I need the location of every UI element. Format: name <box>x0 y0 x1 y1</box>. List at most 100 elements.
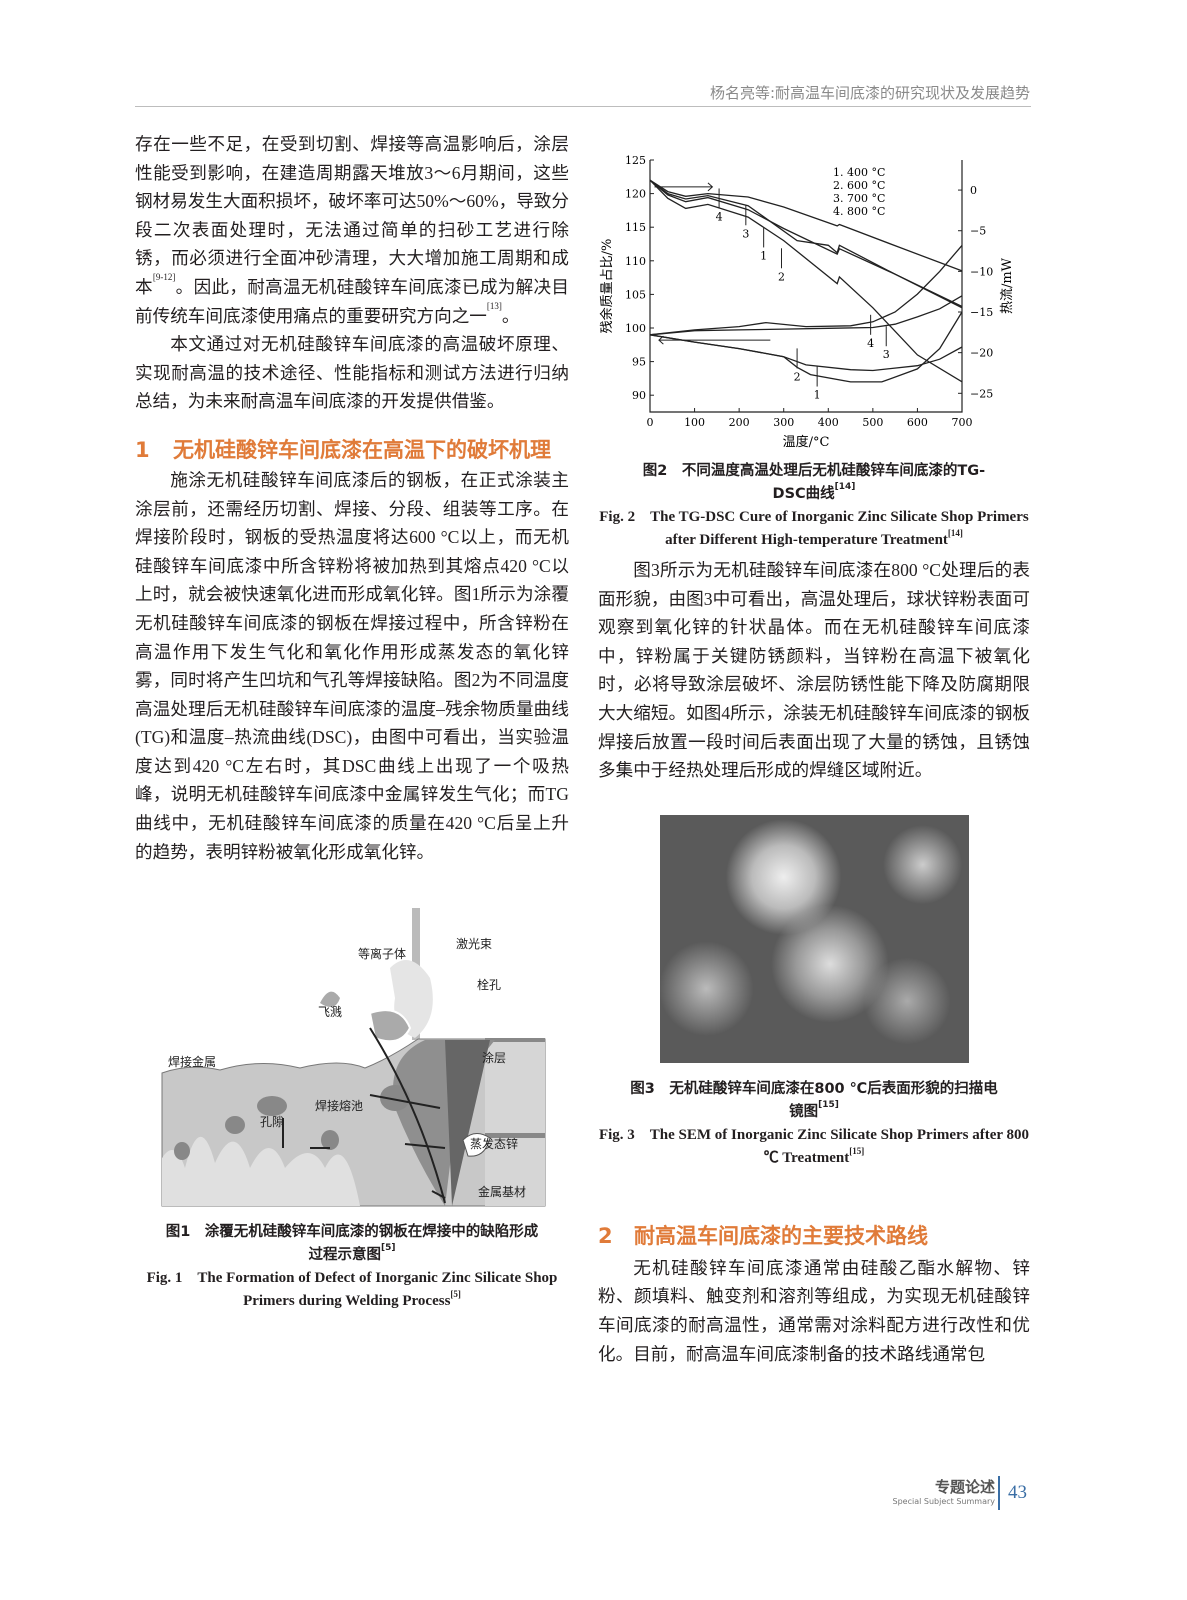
legend-entry: 4. 800 °C <box>833 205 885 218</box>
y2-tick-label: −5 <box>970 225 986 238</box>
annotation-label: 2 <box>794 370 801 383</box>
left-column: 存在一些不足，在受到切割、焊接等高温影响后，涂层性能受到影响，在建造周期露天堆放… <box>135 130 569 1313</box>
dsc-curve-1 <box>649 311 963 383</box>
caption-cn: 图1 涂覆无机硅酸锌车间底漆的钢板在焊接中的缺陷形成过程示意图[5] <box>135 1221 569 1267</box>
citation: [5] <box>381 1243 396 1254</box>
y2-tick-label: −20 <box>970 347 993 360</box>
text: 图3 无机硅酸锌车间底漆在800 ℃后表面形貌的扫描电镜图 <box>630 1080 998 1120</box>
annotation-label: 4 <box>867 337 874 350</box>
dsc-curve-3 <box>649 295 963 336</box>
paragraph: 本文通过对无机硅酸锌车间底漆的高温破坏原理、实现耐高温的技术途径、性能指标和测试… <box>135 334 569 412</box>
y-tick-label: 100 <box>625 322 646 335</box>
text: 图1 涂覆无机硅酸锌车间底漆的钢板在焊接中的缺陷形成过程示意图 <box>165 1224 539 1264</box>
citation: [14] <box>834 482 856 492</box>
x-tick-label: 100 <box>684 416 705 429</box>
footer-section: 专题论述 Special Subject Summary <box>893 1476 995 1506</box>
annotation-label: 2 <box>778 270 785 283</box>
y2-tick-label: −10 <box>970 265 993 278</box>
figure-3-caption: 图3 无机硅酸锌车间底漆在800 ℃后表面形貌的扫描电镜图[15] Fig. 3… <box>598 1078 1030 1170</box>
x-tick-label: 200 <box>729 416 750 429</box>
axes-frame <box>649 160 963 413</box>
tg-curve-2 <box>649 179 963 309</box>
text: Fig. 1 The Formation of Defect of Inorga… <box>146 1270 558 1310</box>
y-tick-label: 95 <box>632 356 646 369</box>
footer-section-cn: 专题论述 <box>934 1478 995 1496</box>
annotation-label: 3 <box>883 348 890 361</box>
citation: [14] <box>947 528 963 538</box>
running-header: 杨名亮等:耐高温车间底漆的研究现状及发展趋势 <box>709 84 1030 102</box>
keyhole <box>445 1040 490 1207</box>
x-axis-label: 温度/°C <box>783 434 830 450</box>
paragraph: 存在一些不足，在受到切割、焊接等高温影响后，涂层性能受到影响，在建造周期露天堆放… <box>135 130 569 330</box>
label-coating: 涂层 <box>482 1050 506 1065</box>
caption-en: Fig. 1 The Formation of Defect of Inorga… <box>135 1267 569 1313</box>
citation: [15] <box>818 1099 839 1110</box>
annotation-label: 1 <box>760 249 767 262</box>
figure-1-caption: 图1 涂覆无机硅酸锌车间底漆的钢板在焊接中的缺陷形成过程示意图[5] Fig. … <box>135 1221 569 1313</box>
y-axis-label: 残余质量占比/% <box>599 239 615 334</box>
tg-curve-3 <box>649 179 963 308</box>
caption-en: Fig. 3 The SEM of Inorganic Zinc Silicat… <box>598 1124 1030 1170</box>
annotation-label: 3 <box>742 227 749 240</box>
x-tick-label: 400 <box>818 416 839 429</box>
label-zinc-vapor: 蒸发态锌 <box>470 1136 518 1151</box>
annotation-label: 1 <box>814 389 821 402</box>
tg-curve-4 <box>649 179 963 383</box>
citation: [15] <box>849 1145 865 1156</box>
figure-2-tg-dsc-chart: 0 100 200 300 400 500 600 700909510010511011512… <box>599 154 1015 450</box>
annotation-label: 4 <box>716 210 723 223</box>
section-title: 无机硅酸锌车间底漆在高温下的破坏机理 <box>173 437 551 462</box>
y2-tick-label: 0 <box>970 184 977 197</box>
label-weld-metal: 焊接金属 <box>168 1054 216 1069</box>
text: 。 <box>501 305 520 326</box>
section-number: 2 <box>598 1223 613 1248</box>
x-tick-label: 600 <box>907 416 928 429</box>
y2-tick-label: −25 <box>970 387 993 400</box>
citation: [9-12] <box>152 271 176 282</box>
text: Fig. 3 The SEM of Inorganic Zinc Silicat… <box>598 1126 1030 1166</box>
page-number: 43 <box>1008 1482 1027 1503</box>
y-tick-label: 105 <box>625 288 646 301</box>
label-pore: 孔隙 <box>260 1115 284 1129</box>
legend-entry: 3. 700 °C <box>833 192 885 205</box>
dsc-curve-2 <box>649 334 963 372</box>
x-tick-label: 700 <box>952 416 973 429</box>
tg-axis-arrow <box>654 182 714 192</box>
paragraph: 施涂无机硅酸锌车间底漆后的钢板，在正式涂装主涂层前，还需经历切割、焊接、分段、组… <box>135 469 569 862</box>
citation: [5] <box>450 1289 461 1300</box>
right-column: 图2 不同温度高温处理后无机硅酸锌车间底漆的TG-DSC曲线[14] Fig. … <box>598 460 1030 1368</box>
label-keyhole: 栓孔 <box>477 977 501 992</box>
dsc-axis-arrow <box>658 335 771 345</box>
caption-en: Fig. 2 The TG-DSC Cure of Inorganic Zinc… <box>598 506 1030 552</box>
dsc-curve-4 <box>649 244 963 336</box>
citation: [13] <box>486 300 502 311</box>
y-tick-label: 115 <box>625 221 646 234</box>
tg-curve-1 <box>649 179 963 272</box>
section-heading-1: 1 无机硅酸锌车间底漆在高温下的破坏机理 <box>135 436 569 464</box>
footer-divider <box>998 1476 1000 1510</box>
y2-axis-label: 热流/mW <box>1000 257 1015 314</box>
figure-1-welding-diagram: 等离子体 激光束 栓孔 飞溅 焊接金属 涂层 焊接熔池 孔隙 蒸发态锌 金属基材 <box>160 908 550 1209</box>
paragraph: 图3所示为无机硅酸锌车间底漆在800 °C处理后的表面形貌，由图3中可看出，高温… <box>598 560 1030 781</box>
y-tick-label: 120 <box>625 188 646 201</box>
text: 图2 不同温度高温处理后无机硅酸锌车间底漆的TG-DSC曲线 <box>642 463 986 502</box>
caption-cn: 图3 无机硅酸锌车间底漆在800 ℃后表面形貌的扫描电镜图[15] <box>598 1078 1030 1124</box>
y-tick-label: 90 <box>632 389 646 402</box>
section-number: 1 <box>135 437 150 462</box>
section-heading-2: 2 耐高温车间底漆的主要技术路线 <box>598 1222 1030 1250</box>
label-laser: 激光束 <box>456 937 492 951</box>
label-plasma: 等离子体 <box>358 946 406 961</box>
y-tick-label: 125 <box>625 154 646 167</box>
section-title: 耐高温车间底漆的主要技术路线 <box>634 1223 928 1248</box>
x-tick-label: 300 <box>773 416 794 429</box>
y2-tick-label: −15 <box>970 306 993 319</box>
paragraph: 无机硅酸锌车间底漆通常由硅酸乙酯水解物、锌粉、颜填料、触变剂和溶剂等组成，为实现… <box>598 1257 1030 1364</box>
caption-cn: 图2 不同温度高温处理后无机硅酸锌车间底漆的TG-DSC曲线[14] <box>598 460 1030 506</box>
text: 存在一些不足，在受到切割、焊接等高温影响后，涂层性能受到影响，在建造周期露天堆放… <box>135 134 569 297</box>
y-tick-label: 110 <box>625 255 646 268</box>
x-tick-label: 500 <box>862 416 883 429</box>
label-pool: 焊接熔池 <box>315 1098 363 1113</box>
legend-entry: 1. 400 °C <box>833 166 885 179</box>
figure-2-caption: 图2 不同温度高温处理后无机硅酸锌车间底漆的TG-DSC曲线[14] Fig. … <box>598 460 1030 552</box>
footer-section-en: Special Subject Summary <box>892 1497 995 1506</box>
